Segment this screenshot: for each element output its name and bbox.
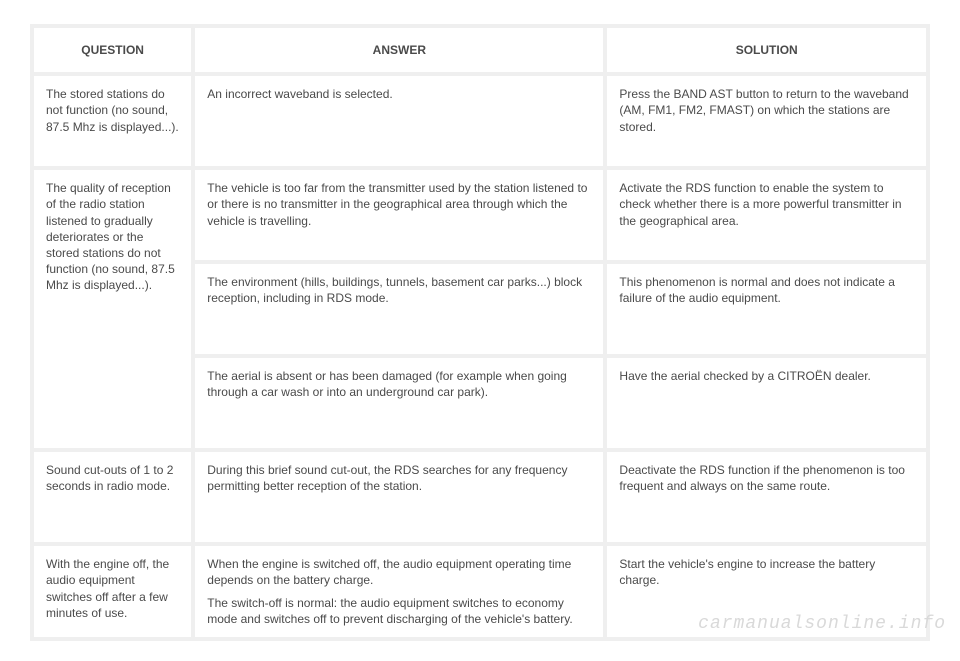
cell-answer: An incorrect waveband is selected. bbox=[193, 74, 605, 168]
troubleshooting-table: QUESTION ANSWER SOLUTION The stored stat… bbox=[30, 24, 930, 641]
cell-answer: The vehicle is too far from the transmit… bbox=[193, 168, 605, 262]
table-header-row: QUESTION ANSWER SOLUTION bbox=[32, 26, 928, 74]
cell-solution: This phenomenon is normal and does not i… bbox=[605, 262, 928, 356]
cell-question: The quality of reception of the radio st… bbox=[32, 168, 193, 450]
cell-answer: During this brief sound cut-out, the RDS… bbox=[193, 450, 605, 544]
cell-solution: Press the BAND AST button to return to t… bbox=[605, 74, 928, 168]
col-header-question: QUESTION bbox=[32, 26, 193, 74]
col-header-answer: ANSWER bbox=[193, 26, 605, 74]
cell-solution: Activate the RDS function to enable the … bbox=[605, 168, 928, 262]
cell-answer: When the engine is switched off, the aud… bbox=[193, 544, 605, 639]
table-row: Sound cut-outs of 1 to 2 seconds in radi… bbox=[32, 450, 928, 544]
table-row: The quality of reception of the radio st… bbox=[32, 168, 928, 262]
cell-answer: The environment (hills, buildings, tunne… bbox=[193, 262, 605, 356]
watermark-text: carmanualsonline.info bbox=[698, 614, 946, 634]
cell-question: The stored stations do not function (no … bbox=[32, 74, 193, 168]
cell-solution: Have the aerial checked by a CITROËN dea… bbox=[605, 356, 928, 450]
cell-answer: The aerial is absent or has been damaged… bbox=[193, 356, 605, 450]
col-header-solution: SOLUTION bbox=[605, 26, 928, 74]
cell-question: Sound cut-outs of 1 to 2 seconds in radi… bbox=[32, 450, 193, 544]
answer-paragraph: When the engine is switched off, the aud… bbox=[207, 557, 571, 587]
cell-question: With the engine off, the audio equipment… bbox=[32, 544, 193, 639]
cell-solution: Deactivate the RDS function if the pheno… bbox=[605, 450, 928, 544]
table-row: The stored stations do not function (no … bbox=[32, 74, 928, 168]
answer-paragraph: The switch-off is normal: the audio equi… bbox=[207, 595, 591, 627]
